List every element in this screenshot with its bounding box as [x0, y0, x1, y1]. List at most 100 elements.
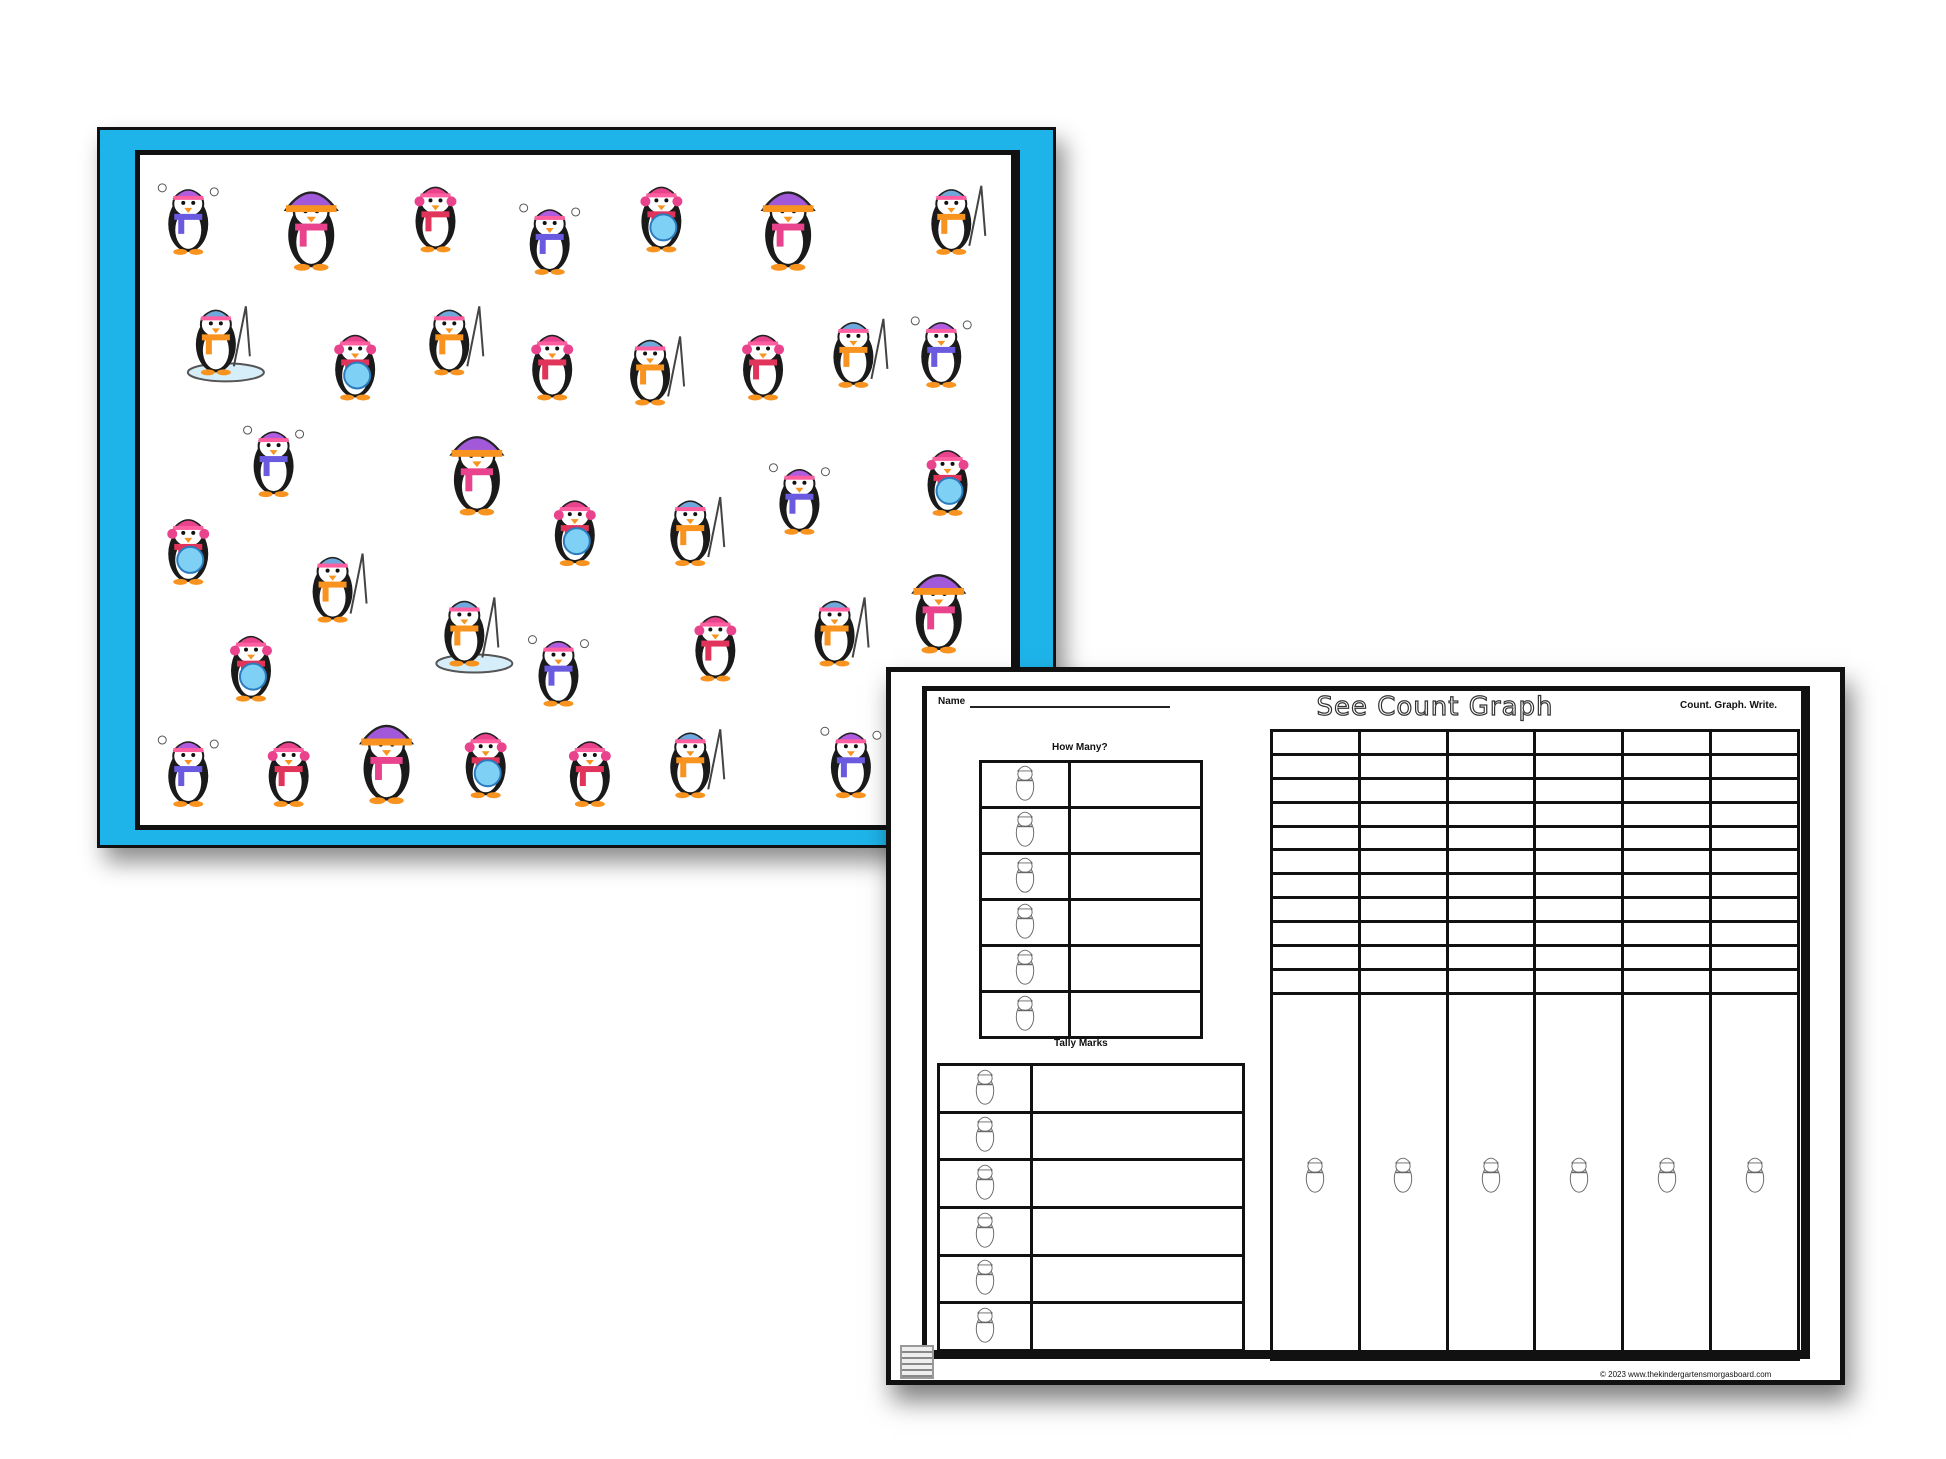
- answer-cell[interactable]: [1068, 898, 1203, 947]
- graph-cell[interactable]: [1270, 776, 1361, 804]
- graph-cell[interactable]: [1445, 752, 1537, 780]
- graph-cell[interactable]: [1445, 729, 1537, 756]
- graph-cell[interactable]: [1709, 752, 1800, 780]
- graph-cell[interactable]: [1270, 967, 1361, 995]
- graph-cell[interactable]: [1357, 776, 1449, 804]
- row-label-cell: [937, 1158, 1033, 1209]
- graph-cell[interactable]: [1709, 800, 1800, 828]
- graph-cell[interactable]: [1621, 872, 1713, 900]
- graph-cell[interactable]: [1270, 943, 1361, 971]
- graph-cell[interactable]: [1533, 776, 1625, 804]
- graph-cell[interactable]: [1533, 729, 1625, 756]
- answer-cell[interactable]: [1030, 1063, 1245, 1114]
- graph-cell[interactable]: [1621, 800, 1713, 828]
- answer-cell[interactable]: [1068, 806, 1203, 855]
- graph-cell[interactable]: [1621, 848, 1713, 876]
- graph-cell[interactable]: [1709, 896, 1800, 923]
- graph-cell[interactable]: [1621, 967, 1713, 995]
- graph-cell[interactable]: [1709, 943, 1800, 971]
- graph-cell[interactable]: [1445, 896, 1537, 923]
- graph-cell[interactable]: [1270, 824, 1361, 852]
- graph-label-cell: [1709, 991, 1800, 1362]
- juggling-penguin-outline-icon: [1305, 1157, 1325, 1193]
- name-line[interactable]: [970, 706, 1170, 708]
- graph-label-cell: [1621, 991, 1713, 1362]
- graph-cell[interactable]: [1621, 729, 1713, 756]
- graph-cell[interactable]: [1621, 752, 1713, 780]
- logo-icon: [900, 1345, 934, 1379]
- answer-cell[interactable]: [1030, 1110, 1245, 1162]
- graph-cell[interactable]: [1533, 848, 1625, 876]
- graph-cell[interactable]: [1533, 920, 1625, 947]
- graph-cell[interactable]: [1445, 967, 1537, 995]
- answer-cell[interactable]: [1030, 1301, 1245, 1352]
- graph-cell[interactable]: [1270, 752, 1361, 780]
- graph-cell[interactable]: [1357, 848, 1449, 876]
- graph-cell[interactable]: [1445, 848, 1537, 876]
- row-label-cell: [937, 1110, 1033, 1162]
- graph-cell[interactable]: [1357, 967, 1449, 995]
- graph-cell[interactable]: [1709, 776, 1800, 804]
- graph-cell[interactable]: [1709, 824, 1800, 852]
- graph-cell[interactable]: [1445, 824, 1537, 852]
- graph-cell[interactable]: [1270, 896, 1361, 923]
- graph-cell[interactable]: [1621, 824, 1713, 852]
- graph-cell[interactable]: [1709, 920, 1800, 947]
- table-row: [937, 1110, 1245, 1162]
- graph-cell[interactable]: [1445, 872, 1537, 900]
- graph-cell[interactable]: [1357, 752, 1449, 780]
- graph-cell[interactable]: [1270, 920, 1361, 947]
- graph-cell[interactable]: [1621, 943, 1713, 971]
- graph-cell[interactable]: [1709, 967, 1800, 995]
- graph-cell[interactable]: [1445, 800, 1537, 828]
- graph-cell[interactable]: [1445, 920, 1537, 947]
- graph-cell[interactable]: [1709, 729, 1800, 756]
- graph-cell[interactable]: [1621, 776, 1713, 804]
- graph-cell[interactable]: [1270, 729, 1361, 756]
- graph-cell[interactable]: [1357, 729, 1449, 756]
- answer-cell[interactable]: [1068, 990, 1203, 1039]
- graph-cell[interactable]: [1357, 872, 1449, 900]
- graph-cell[interactable]: [1533, 824, 1625, 852]
- graph-cell[interactable]: [1270, 800, 1361, 828]
- graph-cell[interactable]: [1357, 800, 1449, 828]
- answer-cell[interactable]: [1068, 944, 1203, 993]
- row-label-cell: [979, 806, 1071, 855]
- graph-cell[interactable]: [1270, 848, 1361, 876]
- answer-cell[interactable]: [1068, 852, 1203, 901]
- graph-cell[interactable]: [1533, 872, 1625, 900]
- graph-cell[interactable]: [1357, 824, 1449, 852]
- earmuff-penguin-outline-icon: [1015, 995, 1035, 1032]
- copyright-footer: © 2023 www.thekindergartensmorgasboard.c…: [1600, 1370, 1772, 1379]
- graph-cell[interactable]: [1533, 800, 1625, 828]
- table-row: [979, 852, 1203, 901]
- graph-row: [1270, 872, 1800, 900]
- table-row: [937, 1205, 1245, 1257]
- graph-label-cell: [1533, 991, 1625, 1362]
- graph-cell[interactable]: [1709, 848, 1800, 876]
- graph-cell[interactable]: [1533, 896, 1625, 923]
- graph-cell[interactable]: [1357, 920, 1449, 947]
- graph-cell[interactable]: [1357, 943, 1449, 971]
- answer-cell[interactable]: [1068, 760, 1203, 809]
- graph-cell[interactable]: [1445, 776, 1537, 804]
- snowflake-penguin-outline-icon: [1657, 1157, 1677, 1193]
- graph-cell[interactable]: [1621, 896, 1713, 923]
- answer-cell[interactable]: [1030, 1253, 1245, 1305]
- graph-row: [1270, 776, 1800, 804]
- graph-cell[interactable]: [1709, 872, 1800, 900]
- graph-cell[interactable]: [1533, 967, 1625, 995]
- graph-row: [1270, 967, 1800, 995]
- answer-cell[interactable]: [1030, 1158, 1245, 1209]
- graph-cell[interactable]: [1621, 920, 1713, 947]
- answer-cell[interactable]: [1030, 1205, 1245, 1257]
- graph-cell[interactable]: [1270, 872, 1361, 900]
- graph-cell[interactable]: [1357, 896, 1449, 923]
- row-label-cell: [979, 852, 1071, 901]
- how-many-label: How Many?: [1052, 742, 1108, 753]
- worksheet-title: See Count Graph: [1316, 691, 1554, 722]
- earmuff-penguin-outline-icon: [1745, 1157, 1765, 1193]
- graph-cell[interactable]: [1445, 943, 1537, 971]
- graph-cell[interactable]: [1533, 943, 1625, 971]
- graph-cell[interactable]: [1533, 752, 1625, 780]
